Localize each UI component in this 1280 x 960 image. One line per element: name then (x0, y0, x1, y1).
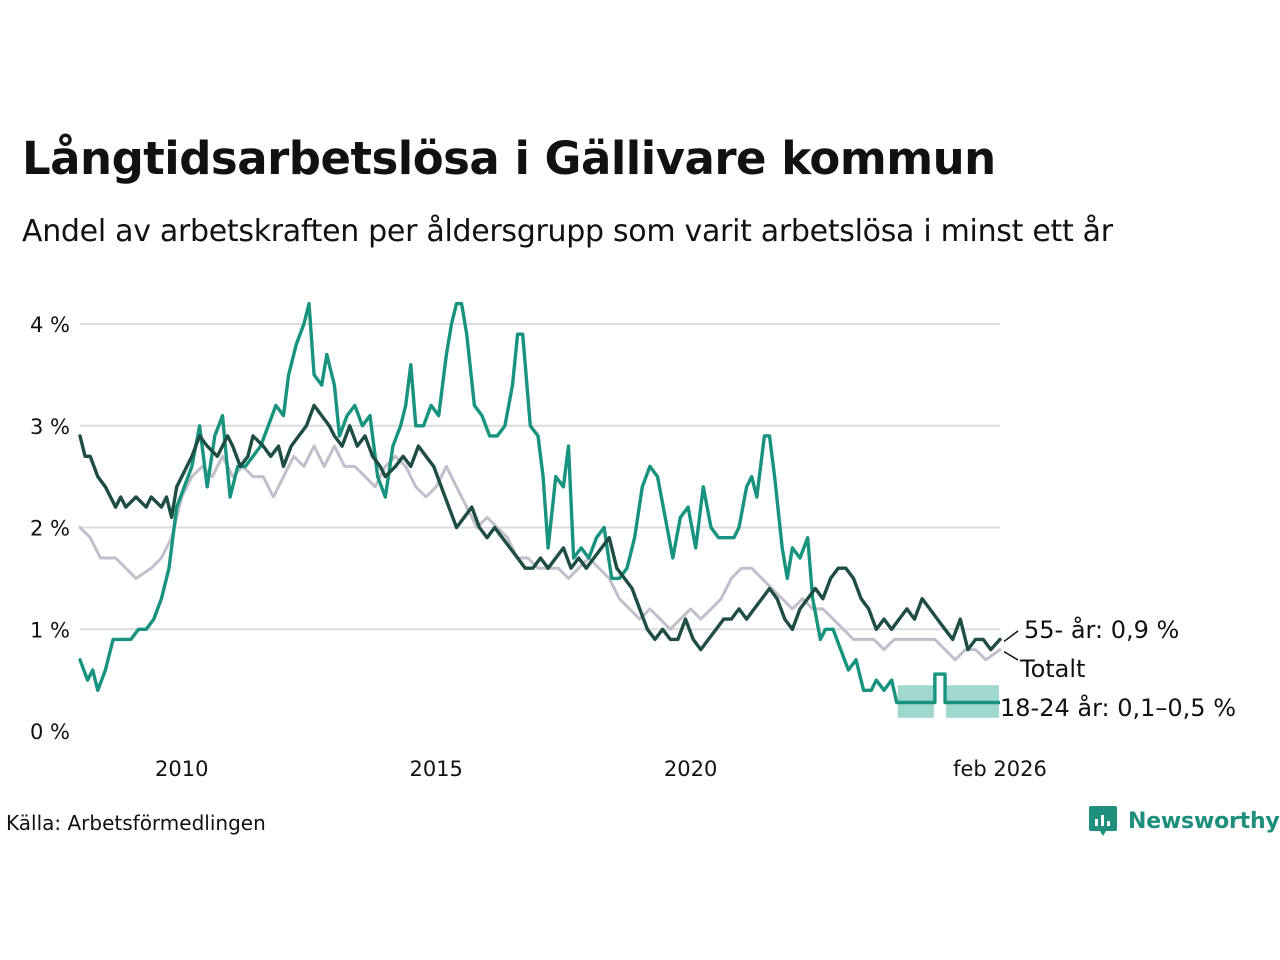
y-axis: 0 % 1 % 2 % 3 % 4 % (30, 313, 70, 744)
x-tick-label: 2010 (155, 757, 208, 781)
source-note: Källa: Arbetsförmedlingen (6, 811, 266, 835)
x-tick-label: 2020 (664, 757, 717, 781)
chart-title: Långtidsarbetslösa i Gällivare kommun (22, 132, 996, 185)
series-label-18-24-ar: 18-24 år: 0,1–0,5 % (1000, 693, 1236, 722)
series-lines (78, 301, 1002, 705)
x-tick-label: feb 2026 (953, 757, 1047, 781)
series-label-totalt: Totalt (1019, 655, 1085, 683)
leader-line (1003, 630, 1019, 643)
y-tick-label: 2 % (30, 517, 70, 541)
y-tick-label: 1 % (30, 618, 70, 642)
brand-name: Newsworthy (1128, 808, 1280, 834)
leader-line (1003, 650, 1019, 661)
gridlines (80, 323, 1000, 631)
x-axis: 2010 2015 2020 feb 2026 (155, 757, 1047, 781)
chart-subtitle: Andel av arbetskraften per åldersgrupp s… (22, 214, 1113, 249)
series-line-18-24-estimate (889, 672, 1000, 705)
series-line-55-ar (78, 403, 1002, 652)
y-tick-label: 4 % (30, 313, 70, 337)
x-tick-label: 2015 (409, 757, 462, 781)
y-tick-label: 3 % (30, 415, 70, 439)
series-label-55-ar: 55- år: 0,9 % (1024, 615, 1179, 644)
series-line-18-24-ar (78, 301, 894, 692)
series-line-totalt (78, 444, 1002, 662)
y-tick-label: 0 % (30, 720, 70, 744)
newsworthy-logo-icon (1089, 806, 1117, 836)
series-labels: 55- år: 0,9 % Totalt 18-24 år: 0,1–0,5 % (1000, 615, 1236, 722)
brand-logo[interactable]: Newsworthy (1088, 804, 1280, 838)
